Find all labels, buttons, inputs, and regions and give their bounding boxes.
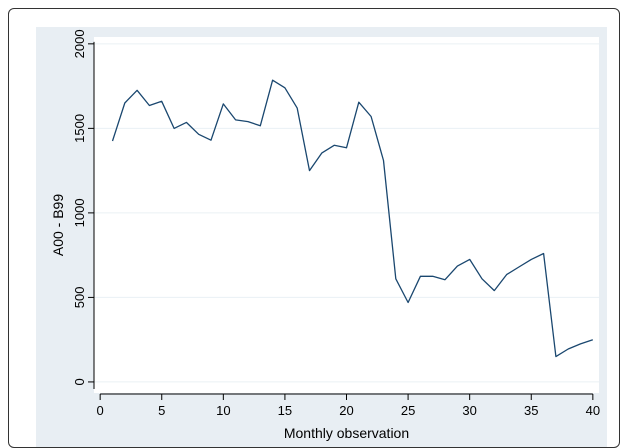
series [111,79,594,358]
x-tick-label: 20 [339,403,353,418]
y-tick-label: 1000 [72,198,87,227]
x-tick-label: 15 [278,403,292,418]
line-chart: 0 500 1000 1500 2000 0 5 10 15 20 25 30 35 40 A00 - … [36,27,607,447]
x-tick-label: 0 [97,403,104,418]
y-tick-label: 1500 [72,114,87,143]
x-tick-label: 25 [401,403,415,418]
x-tick-label: 5 [158,403,165,418]
x-ticks: 0 5 10 15 20 25 30 35 40 [97,394,600,418]
series-line [111,79,594,358]
y-tick-label: 500 [72,287,87,309]
y-ticks: 0 500 1000 1500 2000 [72,29,94,386]
x-axis-title: Monthly observation [284,425,409,441]
x-tick-label: 10 [216,403,230,418]
chart-frame: 0 500 1000 1500 2000 0 5 10 15 20 25 30 35 40 A00 - … [8,8,620,448]
x-tick-label: 35 [524,403,538,418]
x-tick-label: 30 [462,403,476,418]
y-tick-label: 2000 [72,29,87,58]
y-axis-title: A00 - B99 [50,194,66,256]
y-tick-label: 0 [72,378,87,385]
x-tick-label: 40 [586,403,600,418]
plot-area [94,37,599,393]
gridlines [94,43,599,383]
